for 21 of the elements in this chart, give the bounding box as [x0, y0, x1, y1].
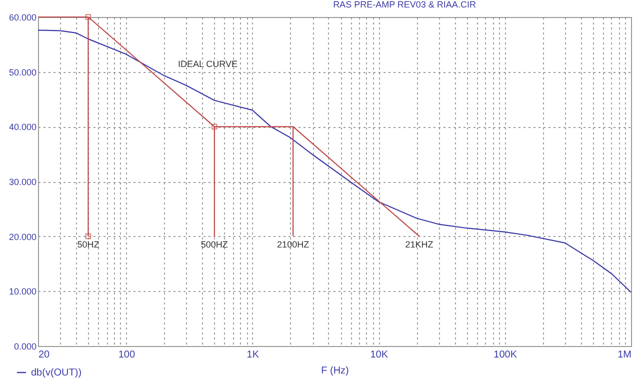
x-tick-label: 20	[38, 350, 50, 360]
x-tick-label: 1M	[618, 350, 632, 360]
y-tick-label: 60.000	[8, 12, 36, 22]
x-tick-label: 100	[118, 350, 136, 360]
x-axis-title: F (Hz)	[321, 366, 349, 376]
x-tick-label: 1K	[246, 350, 260, 360]
x-tick-label: 100K	[494, 350, 518, 360]
x-tick-label: 10K	[370, 350, 388, 360]
annotation: 50HZ	[77, 239, 100, 250]
y-tick-label: 40.000	[8, 122, 36, 132]
chart-title: RAS PRE-AMP REV03 & RIAA.CIR	[333, 0, 476, 10]
y-tick-label: 10.000	[8, 286, 36, 297]
y-tick-label: 0.000	[14, 342, 36, 352]
y-tick-label: 50.000	[8, 67, 36, 78]
y-tick-label: 30.000	[8, 177, 36, 187]
annotation: 21KHZ	[405, 239, 434, 250]
annotation: IDEAL CURVE	[178, 59, 238, 69]
annotation: 2100HZ	[277, 239, 310, 250]
y-tick-label: 20.000	[8, 232, 36, 242]
legend-label: db(v(OUT))	[31, 368, 82, 378]
annotation: 500HZ	[200, 239, 228, 250]
